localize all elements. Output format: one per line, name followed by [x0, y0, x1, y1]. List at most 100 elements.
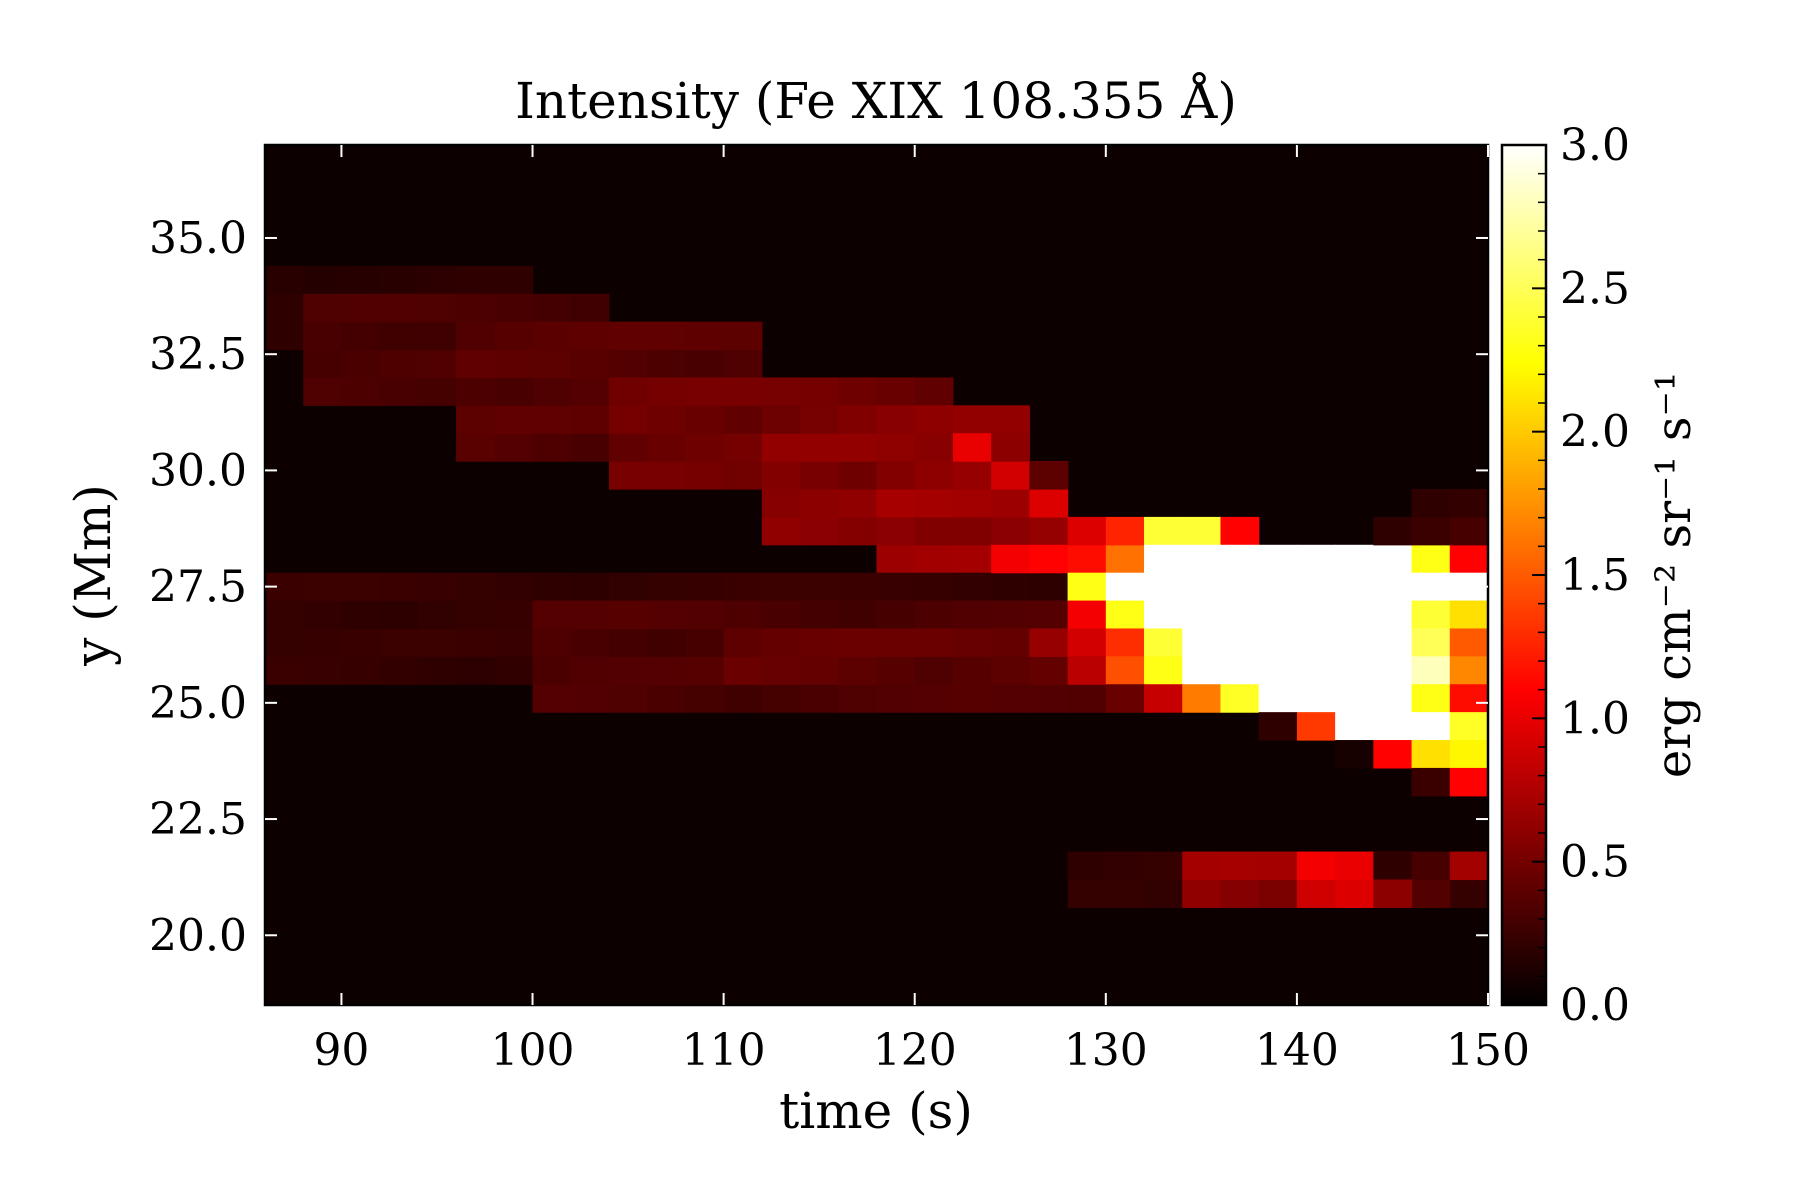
heatmap-cell [1029, 628, 1069, 657]
y-tick-label: 22.5 [149, 794, 247, 845]
heatmap-cell [952, 489, 992, 518]
heatmap-cell [379, 293, 419, 323]
heatmap-cell [1029, 489, 1069, 518]
heatmap-cell [723, 377, 763, 406]
heatmap-cell [838, 600, 878, 630]
heatmap-cell [952, 656, 992, 685]
plot-frame [263, 143, 1490, 1007]
heatmap-cell [303, 377, 343, 406]
heatmap-cell [1144, 572, 1183, 602]
heatmap-cell [761, 572, 801, 602]
heatmap-cell [723, 600, 763, 630]
heatmap-cell [532, 656, 572, 685]
heatmap-cell [952, 600, 992, 630]
heatmap-cell [685, 684, 725, 713]
heatmap-cell [608, 433, 648, 462]
heatmap-cell [952, 433, 992, 462]
heatmap-cell [265, 628, 304, 657]
heatmap-cell [570, 684, 610, 713]
heatmap-cell [685, 405, 725, 434]
heatmap-cell [800, 628, 839, 657]
heatmap-cell [1144, 544, 1183, 574]
heatmap-cell [1182, 544, 1222, 574]
x-tick-label: 100 [491, 1025, 575, 1076]
x-tick-label: 120 [873, 1025, 957, 1076]
heatmap-cell [417, 265, 457, 295]
x-tick-label: 90 [313, 1025, 369, 1076]
heatmap-cell [494, 600, 534, 630]
heatmap-cell [1105, 656, 1145, 685]
heatmap-cell [494, 349, 534, 379]
heatmap-cell [647, 628, 687, 657]
heatmap-cell [417, 600, 457, 630]
y-axis-label: y (Mm) [64, 484, 122, 667]
heatmap-cell [1411, 516, 1451, 546]
heatmap-cell [761, 600, 801, 630]
colorbar: 0.0 0.5 1.0 1.5 2.0 2.5 3.0 erg cm⁻² sr⁻¹ s⁻¹ [1500, 120, 1702, 1031]
heatmap-cell [303, 293, 343, 323]
heatmap-cell [1220, 544, 1260, 574]
heatmap-cell [1182, 684, 1222, 713]
heatmap-cell [1220, 600, 1260, 630]
heatmap-cell [761, 628, 801, 657]
heatmap-cell [647, 600, 687, 630]
heatmap-cell [1296, 851, 1336, 881]
heatmap-cell [1335, 684, 1374, 713]
heatmap-cell [608, 684, 648, 713]
heatmap-cell [1029, 684, 1069, 713]
heatmap-cell [1373, 600, 1413, 630]
heatmap-cell [876, 684, 916, 713]
heatmap-cell [456, 265, 495, 295]
heatmap-cell [532, 349, 572, 379]
heatmap-cell [494, 656, 534, 685]
heatmap-cell [303, 600, 343, 630]
heatmap-cell [532, 377, 572, 406]
heatmap-cell [1258, 628, 1298, 657]
heatmap-cell [761, 516, 801, 546]
heatmap-cell [800, 572, 839, 602]
heatmap-cell [303, 265, 343, 295]
heatmap-cell [723, 433, 763, 462]
heatmap-cell [1449, 684, 1488, 713]
heatmap-cell [1029, 572, 1069, 602]
heatmap-cell [341, 349, 381, 379]
heatmap-cell [723, 684, 763, 713]
heatmap-cell [1220, 628, 1260, 657]
heatmap-cell [1373, 572, 1413, 602]
x-axis-label: time (s) [779, 1082, 973, 1140]
heatmap-cell [914, 684, 954, 713]
heatmap-cell [876, 433, 916, 462]
heatmap-cell [685, 377, 725, 406]
heatmap-cell [723, 321, 763, 351]
heatmap-cell [838, 377, 878, 406]
heatmap-cell [838, 572, 878, 602]
heatmap-cell [1258, 851, 1298, 881]
heatmap-cell [723, 628, 763, 657]
heatmap-cell [647, 572, 687, 602]
heatmap-cell [685, 572, 725, 602]
heatmap-cell [1411, 767, 1451, 797]
heatmap-cell [685, 321, 725, 351]
heatmap-cell [1449, 544, 1488, 574]
heatmap-cell [379, 377, 419, 406]
heatmap-cell [1144, 851, 1183, 881]
heatmap-cell [1258, 684, 1298, 713]
heatmap-cell [647, 349, 687, 379]
heatmap-cell [800, 656, 839, 685]
heatmap-cell [456, 628, 495, 657]
heatmap-cell [1449, 516, 1488, 546]
heatmap-cell [570, 349, 610, 379]
heatmap-cell [1411, 740, 1451, 769]
heatmap-cell [1296, 544, 1336, 574]
heatmap-cell [1067, 851, 1107, 881]
heatmap-cell [1373, 879, 1413, 908]
heatmap-cell [761, 489, 801, 518]
heatmap-cell [838, 489, 878, 518]
heatmap-cell [876, 656, 916, 685]
colorbar-tick-label: 0.0 [1560, 980, 1630, 1031]
heatmap-cell [952, 405, 992, 434]
heatmap-cell [456, 600, 495, 630]
heatmap-cell [1335, 600, 1374, 630]
heatmap-cell [1258, 712, 1298, 741]
heatmap-cell [494, 293, 534, 323]
